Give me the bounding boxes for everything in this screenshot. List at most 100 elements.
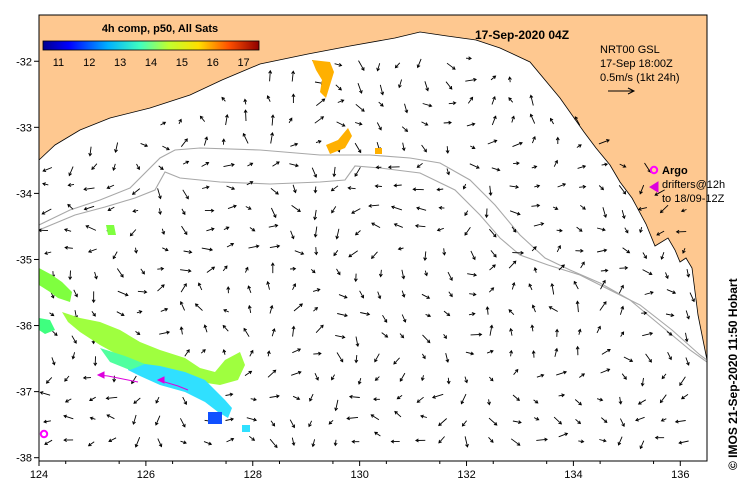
- current-vector: [334, 62, 343, 67]
- current-vector: [656, 230, 665, 236]
- current-vector: [328, 419, 334, 425]
- current-vector: [552, 206, 559, 210]
- current-vector: [114, 142, 119, 153]
- current-vector: [129, 229, 137, 237]
- current-vector: [68, 270, 73, 281]
- current-vector: [131, 375, 137, 385]
- current-vector: [270, 262, 275, 274]
- current-vector: [353, 273, 358, 283]
- current-vector: [422, 353, 426, 360]
- current-vector: [415, 438, 426, 443]
- sst-patch-blue: [208, 412, 222, 424]
- current-vector: [685, 310, 690, 320]
- drifters-line1: drifters@12h: [662, 179, 725, 191]
- current-vector: [250, 397, 257, 402]
- current-vector: [394, 410, 402, 418]
- x-tick-label: 124: [30, 469, 48, 481]
- current-vector: [157, 266, 165, 271]
- current-vector: [67, 203, 74, 210]
- current-vector: [654, 189, 665, 196]
- current-vector: [73, 289, 78, 298]
- current-vector: [490, 250, 497, 258]
- current-vector: [312, 288, 321, 292]
- current-vector: [197, 282, 203, 291]
- current-vector: [375, 165, 382, 170]
- current-vector: [642, 252, 647, 259]
- current-vector: [575, 300, 580, 313]
- current-vector: [448, 291, 453, 298]
- current-vector: [446, 62, 456, 70]
- current-vector: [599, 301, 607, 311]
- current-vector: [684, 332, 689, 343]
- current-vector: [689, 292, 695, 303]
- current-vector: [39, 391, 51, 396]
- current-vector: [157, 284, 165, 292]
- current-vector: [64, 375, 70, 382]
- current-vector: [357, 83, 363, 94]
- current-vector: [679, 376, 686, 387]
- current-vector: [465, 77, 477, 82]
- current-vector: [161, 228, 166, 235]
- current-vector: [106, 184, 115, 189]
- current-vector: [465, 351, 475, 356]
- current-vector: [678, 440, 689, 445]
- current-vector: [313, 307, 319, 312]
- current-vector: [42, 167, 53, 173]
- colorbar-tick-label: 11: [53, 57, 64, 69]
- sst-patch-west-green: [39, 268, 72, 302]
- argo-float: [39, 429, 49, 439]
- current-vector: [335, 334, 346, 339]
- current-vector: [488, 185, 493, 197]
- legend-scale-arrow-icon: [608, 87, 636, 95]
- current-vector: [180, 440, 187, 445]
- current-vector: [509, 327, 514, 336]
- current-vector: [334, 399, 339, 412]
- current-vector: [308, 420, 313, 428]
- current-vector: [332, 166, 337, 178]
- current-vector: [422, 334, 431, 344]
- current-vector: [469, 292, 477, 297]
- current-vector: [91, 311, 96, 317]
- current-vector: [180, 138, 188, 147]
- argo-floats: [39, 165, 659, 439]
- current-vector: [510, 438, 521, 446]
- current-vector: [378, 101, 384, 107]
- current-vector: [401, 290, 406, 298]
- current-vector: [247, 285, 252, 294]
- colorbar-tick-label: 16: [207, 57, 219, 69]
- current-vector: [378, 269, 383, 278]
- current-vector: [203, 136, 209, 146]
- colorbar: 4h comp, p50, All Sats 11 12 13 14 15 16 17: [42, 23, 260, 69]
- current-vector: [291, 70, 296, 82]
- current-vector: [206, 266, 216, 273]
- current-vector: [484, 208, 489, 219]
- current-vector: [94, 271, 98, 280]
- x-tick-label: 132: [457, 469, 475, 481]
- current-vector: [443, 310, 451, 317]
- current-vector: [83, 187, 95, 192]
- current-vector: [376, 63, 381, 72]
- current-vector: [580, 261, 585, 269]
- current-vector: [600, 368, 611, 374]
- current-vector: [223, 226, 230, 231]
- current-vector: [155, 396, 160, 404]
- sst-patch-mid-orange: [326, 128, 352, 154]
- current-vector: [249, 227, 256, 232]
- current-vector: [575, 248, 584, 253]
- current-vector: [333, 439, 338, 447]
- current-vector: [579, 184, 587, 189]
- current-vector: [347, 186, 356, 190]
- argo-legend-marker: [649, 165, 659, 175]
- current-vector: [39, 228, 49, 233]
- current-vector: [580, 204, 586, 210]
- sst-patch-tiny-green: [106, 225, 116, 235]
- current-vector: [182, 396, 188, 405]
- current-vector: [491, 167, 501, 172]
- current-vector: [242, 132, 249, 144]
- current-vector: [555, 136, 560, 144]
- current-vector: [424, 270, 428, 277]
- current-vector: [270, 114, 275, 126]
- current-vector: [680, 394, 689, 400]
- current-vector: [206, 227, 215, 232]
- sst-patch-main-cyan: [128, 362, 232, 418]
